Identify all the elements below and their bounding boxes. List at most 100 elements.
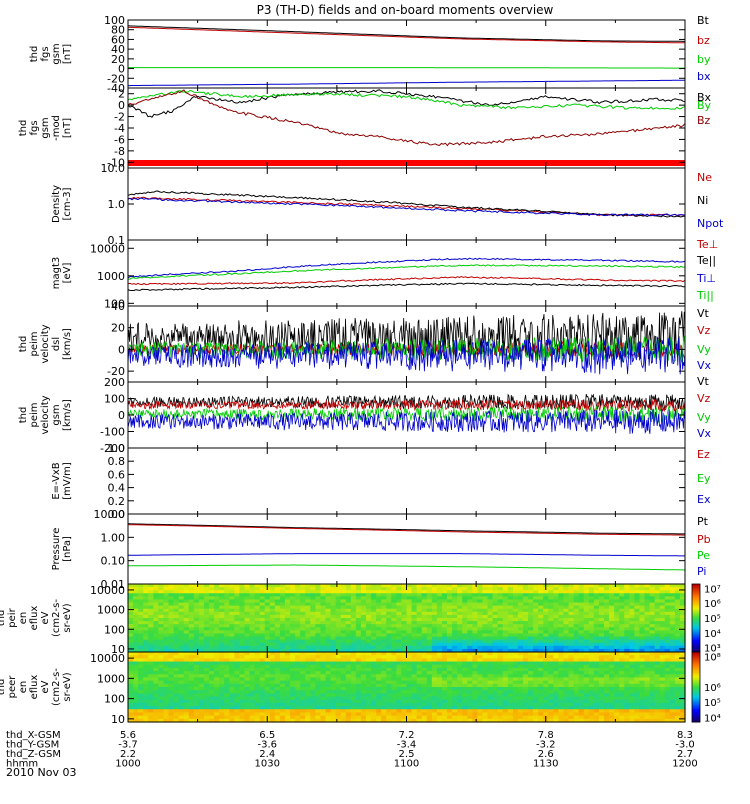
y-axis-label-line: thd — [18, 336, 29, 353]
panel-10: 10⁸10⁶10⁵10⁴10000100010010thdpeereneflux… — [0, 652, 721, 726]
y-axis-label-line: fgs — [29, 120, 40, 135]
series-ne-line — [128, 197, 685, 216]
y-tick-label: 100 — [104, 393, 125, 406]
series-pt-line — [128, 524, 685, 534]
y-tick-label: 100 — [104, 623, 125, 636]
series-pi-line — [128, 554, 685, 556]
y-axis-label-line: gsm — [40, 117, 51, 138]
series-te||-line — [128, 283, 685, 290]
colorbar-tick-label: 10⁵ — [704, 614, 721, 625]
legend-pb: Pb — [697, 533, 711, 546]
y-tick-label: 1000 — [97, 604, 125, 617]
series-by-line — [128, 68, 685, 69]
panel-frame — [128, 88, 685, 168]
y-tick-label: 0.2 — [108, 495, 126, 508]
plot-title: P3 (TH-D) fields and on-board moments ov… — [257, 3, 554, 17]
legend-bz: bz — [697, 34, 710, 47]
legend-vz: Vz — [697, 324, 711, 337]
y-tick-label: 40 — [111, 300, 125, 313]
y-tick-label: 200 — [104, 376, 125, 389]
series-te⊥-line — [128, 277, 685, 285]
y-tick-label: 1.0 — [108, 442, 126, 455]
y-tick-label: 10000 — [90, 584, 125, 597]
y-axis-label-line: (cm2-s- — [51, 599, 62, 637]
y-axis-label-line: peim — [29, 402, 40, 427]
y-axis-label-line: Density — [51, 185, 62, 223]
y-axis-label-line: velocity — [40, 324, 51, 363]
legend-ex: Ex — [697, 493, 711, 506]
legend-by: by — [697, 53, 711, 66]
panel-9: 10⁷10⁶10⁵10⁴10³10000100010010thdpeirenef… — [0, 584, 721, 656]
y-axis-label-line: thd — [29, 46, 40, 63]
y-tick-label: 0.10 — [101, 555, 126, 568]
y-axis-label-line: [eV] — [62, 263, 73, 284]
y-axis-label-line: [km/s] — [62, 328, 73, 360]
y-tick-label: 0.8 — [108, 455, 126, 468]
y-tick-label: 10.00 — [94, 508, 126, 521]
y-tick-label: 0 — [118, 409, 125, 422]
y-axis-label: thdpeimvelocitydsl[km/s] — [18, 324, 73, 363]
y-axis-label-line: peir — [7, 607, 18, 627]
y-axis-label-line: dsl — [51, 337, 62, 351]
y-axis-label-line: [km/s] — [62, 399, 73, 431]
series-npot-line — [128, 198, 685, 215]
y-axis-label-line: [mV/m] — [62, 462, 73, 500]
y-axis-label-line: [nPa] — [62, 536, 73, 562]
panel-frame — [128, 448, 685, 514]
y-axis-label-line: velocity — [40, 395, 51, 434]
legend-ni: Ni — [697, 194, 708, 207]
y-axis-label-line: thd — [0, 610, 7, 627]
y-tick-label: 20 — [111, 322, 125, 335]
y-axis-label: thdfgsgsm[nT] — [29, 43, 73, 64]
legend-vx: Vx — [697, 427, 712, 440]
legend-te⊥: Te⊥ — [696, 238, 718, 251]
legend-ez: Ez — [697, 448, 710, 461]
y-axis-label-line: eflux — [29, 606, 40, 631]
y-axis-label-line: Pressure — [51, 528, 62, 571]
y-axis-label-line: -mod — [51, 115, 62, 141]
y-axis-label: Pressure[nPa] — [51, 528, 73, 571]
colorbar-tick-label: 10⁶ — [704, 599, 721, 610]
panel-frame — [128, 168, 685, 240]
y-axis-label-line: gsm — [51, 43, 62, 64]
legend-ne: Ne — [697, 171, 712, 184]
colorbar-tick-label: 10⁷ — [704, 584, 721, 595]
y-tick-label: 10.0 — [101, 162, 126, 175]
series-pe-line — [128, 565, 685, 570]
y-axis-label-line: eV — [40, 611, 51, 624]
legend-bz: Bz — [697, 114, 711, 127]
panel-frame — [128, 240, 685, 306]
legend-vx: Vx — [697, 359, 712, 372]
legend-bx: bx — [697, 70, 711, 83]
series-bt-line — [128, 26, 685, 42]
y-axis-label-line: E=-VxB — [51, 462, 62, 499]
y-tick-label: -100 — [100, 426, 125, 439]
y-axis-label-line: thd — [18, 120, 29, 137]
y-axis-label: magt3[eV] — [51, 257, 73, 290]
y-axis-label: thdpeimvelocitygsm[km/s] — [18, 395, 73, 434]
legend-vy: Vy — [697, 343, 711, 356]
y-tick-label: 1.0 — [108, 198, 126, 211]
y-axis-label: E=-VxB[mV/m] — [51, 462, 73, 500]
y-axis-label-line: sr-eV) — [62, 603, 73, 632]
y-axis-label-line: [cm-3] — [62, 187, 73, 220]
y-axis-label-line: [nT] — [62, 44, 73, 64]
y-axis-label: Density[cm-3] — [51, 185, 73, 223]
y-axis-label: thdpeirenefluxeV(cm2-s-sr-eV) — [0, 599, 73, 637]
y-tick-label: 0.4 — [108, 482, 126, 495]
y-tick-label: 1.00 — [101, 531, 126, 544]
legend-ey: Ey — [697, 472, 711, 485]
legend-te||: Te|| — [696, 254, 716, 267]
legend-ti⊥: Ti⊥ — [696, 272, 716, 285]
series-ni-line — [128, 191, 685, 217]
y-tick-label: 0 — [118, 343, 125, 356]
legend-ti||: Ti|| — [696, 289, 714, 302]
